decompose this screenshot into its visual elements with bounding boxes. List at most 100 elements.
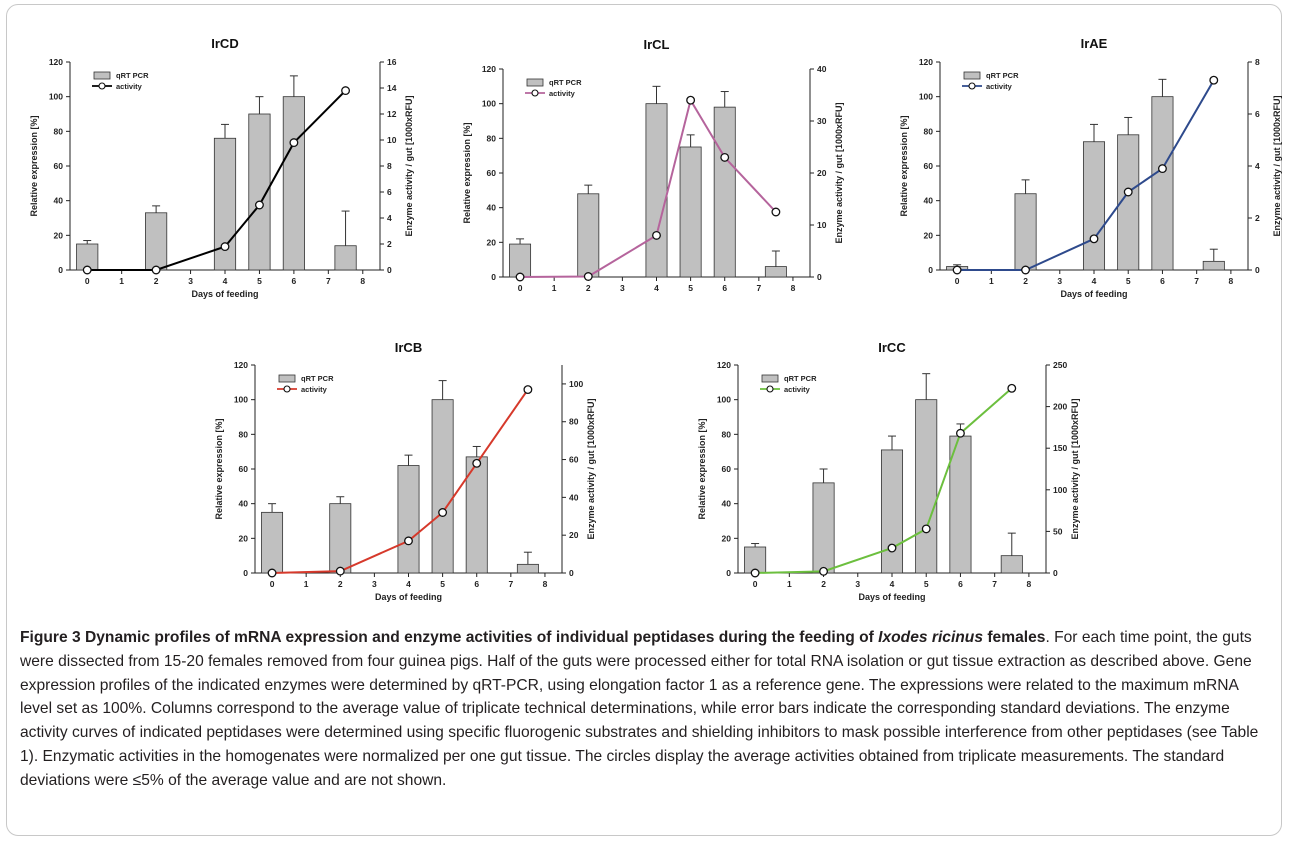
x-tick-label: 3 [372, 579, 377, 589]
chart-ircc: IrCC 0 20 40 60 80 100 120 0 50 100 150 200 250 0 1 2 3 4 5… [697, 340, 1080, 602]
x-tick-label: 7 [1194, 276, 1199, 286]
y-axis-label: Relative expression [%] [214, 418, 224, 519]
chart-title: IrAE [1081, 36, 1108, 51]
y2-tick-label: 100 [569, 379, 583, 389]
y-tick-label: 120 [919, 57, 933, 67]
legend-line-label: activity [549, 89, 576, 98]
y-tick-label: 20 [924, 230, 934, 240]
y2-tick-label: 8 [1255, 57, 1260, 67]
activity-point [1089, 234, 1099, 244]
y2-axis-label: Enzyme activity / gut [1000xRFU] [404, 95, 414, 236]
x-axis-label: Days of feeding [1060, 289, 1127, 299]
x-tick-label: 5 [440, 579, 445, 589]
activity-point [254, 200, 264, 210]
bar [764, 266, 787, 278]
y-tick-label: 60 [54, 161, 64, 171]
activity-point [267, 568, 277, 578]
x-axis-label: Days of feeding [375, 592, 442, 602]
chart-title: IrCB [395, 340, 422, 355]
chart-ircb: IrCB 0 20 40 60 80 100 120 0 20 40 60 80 100 0 1 2 3 4 5 6 7 8… [214, 340, 596, 602]
activity-line [272, 389, 529, 574]
activity-point [289, 138, 299, 148]
activity-point [652, 230, 661, 240]
y2-tick-label: 2 [387, 239, 392, 249]
y-tick-label: 20 [722, 533, 732, 543]
y-tick-label: 20 [487, 237, 497, 247]
y-tick-label: 0 [491, 272, 496, 282]
activity-point [750, 568, 760, 578]
y-tick-label: 0 [928, 265, 933, 275]
y-tick-label: 80 [239, 429, 249, 439]
x-tick-label: 5 [257, 276, 262, 286]
x-tick-label: 8 [1027, 579, 1032, 589]
y2-tick-label: 80 [569, 417, 579, 427]
y-tick-label: 0 [243, 568, 248, 578]
activity-point [1157, 164, 1167, 174]
x-tick-label: 6 [722, 283, 727, 293]
y2-tick-label: 8 [387, 161, 392, 171]
bar [1151, 96, 1174, 271]
bar [812, 482, 835, 574]
y-tick-label: 120 [717, 360, 731, 370]
legend-line-marker [98, 82, 106, 90]
y-tick-label: 0 [58, 265, 63, 275]
legend-line-marker [968, 82, 976, 90]
y2-tick-label: 150 [1053, 443, 1067, 453]
activity-point [921, 524, 931, 534]
activity-point [583, 272, 593, 281]
legend-bar-swatch [963, 71, 981, 80]
y-tick-label: 40 [54, 196, 64, 206]
caption-title-start: Dynamic profiles of mRNA expression and … [85, 629, 879, 646]
x-tick-label: 2 [586, 283, 591, 293]
bar [1202, 260, 1225, 271]
activity-point [686, 95, 696, 105]
activity-point [341, 86, 351, 96]
y2-tick-label: 0 [1255, 265, 1260, 275]
legend-bar-label: qRT PCR [549, 78, 582, 87]
x-tick-label: 0 [270, 579, 275, 589]
x-tick-label: 7 [992, 579, 997, 589]
activity-point [82, 265, 92, 275]
y-tick-label: 120 [49, 57, 63, 67]
y-tick-label: 60 [722, 464, 732, 474]
x-tick-label: 2 [154, 276, 159, 286]
x-tick-label: 2 [1023, 276, 1028, 286]
activity-point [220, 242, 230, 252]
legend-line-label: activity [986, 82, 1013, 91]
y-tick-label: 80 [722, 429, 732, 439]
y2-tick-label: 10 [817, 220, 827, 230]
activity-point [955, 428, 965, 438]
x-tick-label: 1 [989, 276, 994, 286]
y2-tick-label: 4 [387, 213, 392, 223]
y-tick-label: 0 [726, 568, 731, 578]
x-tick-label: 3 [1057, 276, 1062, 286]
activity-point [720, 152, 730, 162]
x-tick-label: 0 [753, 579, 758, 589]
x-tick-label: 0 [955, 276, 960, 286]
y-tick-label: 80 [924, 126, 934, 136]
chart-ircl: IrCL 0 20 40 60 80 100 120 0 10 20 30 40 0 1 2 3 4 5 6 7 8 Rel… [462, 37, 844, 293]
bar [1000, 555, 1023, 574]
x-tick-label: 2 [821, 579, 826, 589]
legend-line-marker [766, 385, 774, 393]
legend-line-label: activity [784, 385, 811, 394]
legend-bar-swatch [526, 78, 544, 87]
y2-tick-label: 200 [1053, 402, 1067, 412]
y2-tick-label: 40 [817, 64, 827, 74]
y2-axis-label: Enzyme activity / gut [1000xRFU] [1272, 95, 1282, 236]
x-tick-label: 3 [855, 579, 860, 589]
bar [915, 399, 938, 574]
x-tick-label: 0 [85, 276, 90, 286]
activity-point [404, 536, 413, 546]
figure-caption: Figure 3 Dynamic profiles of mRNA expres… [20, 626, 1270, 793]
bar [645, 103, 668, 278]
activity-point [952, 265, 962, 275]
y-tick-label: 100 [919, 92, 933, 102]
activity-point [771, 207, 781, 217]
y2-axis-label: Enzyme activity / gut [1000xRFU] [834, 102, 844, 243]
x-axis-label: Days of feeding [858, 592, 925, 602]
activity-point [151, 265, 161, 275]
y-tick-label: 120 [234, 360, 248, 370]
